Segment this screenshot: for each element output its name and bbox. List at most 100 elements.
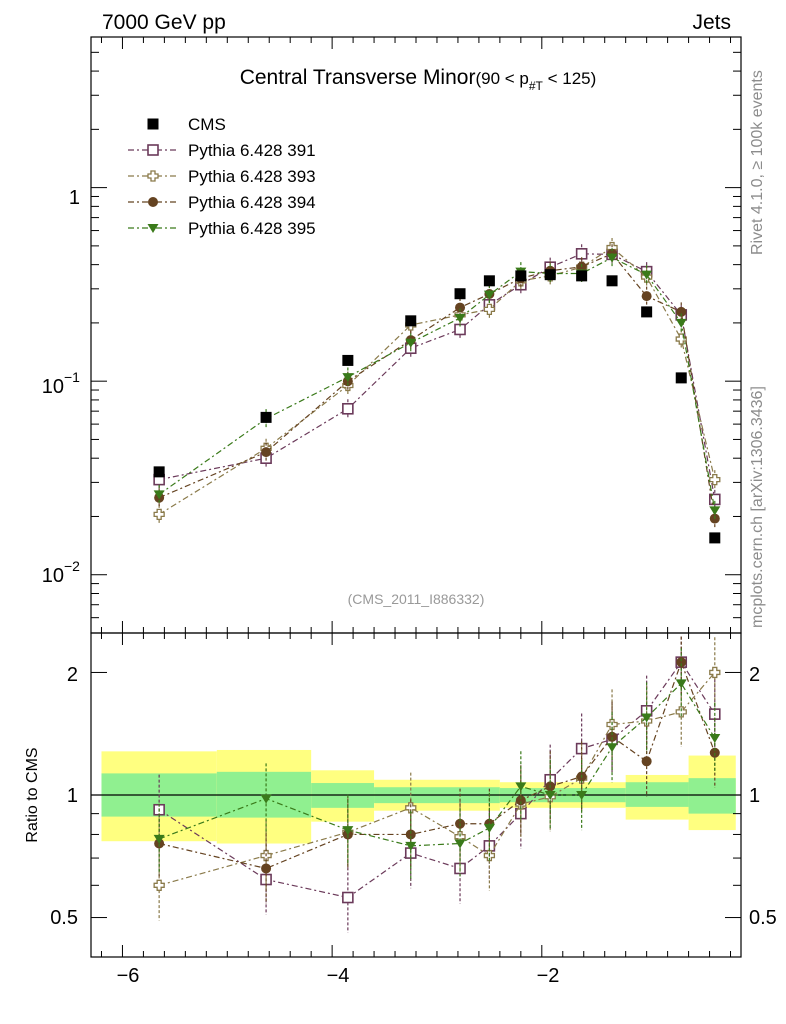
ratio-point (483, 823, 495, 833)
plot-title: Central Transverse Minor(90 < p#T < 125) (240, 66, 597, 93)
cms-data-point (153, 466, 165, 478)
title-main: Central Transverse Minor (240, 66, 476, 89)
main-point (676, 306, 687, 317)
ratio-point (153, 834, 165, 844)
category-label: Jets (692, 11, 731, 34)
main-point (709, 506, 721, 516)
legend-marker (147, 144, 159, 156)
ratio-ytick-left-1: 1 (67, 785, 78, 807)
main-point (708, 493, 721, 506)
legend-label: Pythia 6.428 391 (188, 141, 316, 160)
ratio-point (675, 706, 687, 718)
main-point (709, 473, 721, 486)
ratio-ylabel: Ratio to CMS (24, 747, 41, 842)
main-ytick-0.1: 10 (42, 376, 64, 398)
main-ytick-0.01-exp: −2 (64, 558, 80, 574)
uncertainty-bands (101, 749, 736, 844)
ratio-point (405, 802, 417, 814)
ratio-point (153, 879, 165, 891)
ratio-ytick-left-2: 2 (67, 664, 78, 686)
legend-marker (147, 170, 159, 182)
main-series-layer (153, 238, 721, 544)
ratio-point (676, 657, 687, 668)
ratio-ytick-left-0.5: 0.5 (50, 907, 78, 929)
analysis-watermark: (CMS_2011_I886332) (348, 591, 485, 607)
ratio-point (641, 756, 652, 767)
cms-data-point (606, 275, 618, 287)
band-1sigma (688, 778, 736, 814)
main-ytick-0.01-base: 10 (42, 565, 64, 587)
cms-data-point (709, 532, 721, 544)
legend-cms-marker (147, 118, 159, 130)
ratio-point (576, 791, 588, 800)
cms-data-point (641, 306, 653, 318)
main-point (405, 338, 417, 348)
beam-label: 7000 GeV pp (102, 11, 226, 34)
ratio-point (709, 734, 721, 744)
cms-data-point (405, 315, 417, 327)
legend-marker (148, 197, 158, 207)
cms-data-point (576, 270, 588, 282)
main-ytick-0.01: 10 (42, 565, 64, 587)
main-series-line (158, 253, 716, 519)
ratio-point (709, 666, 721, 679)
main-point (342, 402, 354, 415)
legend-label: Pythia 6.428 393 (188, 167, 316, 186)
legend-label: Pythia 6.428 395 (188, 219, 316, 238)
cms-data-point (483, 275, 495, 287)
main-point (606, 253, 618, 263)
rivet-version-label: Rivet 4.1.0, ≥ 100k events (749, 70, 766, 255)
ratio-ytick-right-1: 1 (749, 785, 760, 807)
main-point (483, 290, 495, 300)
main-ytick-1: 1 (69, 187, 80, 209)
ratio-ytick-right-2: 2 (749, 664, 760, 686)
ratio-point (405, 841, 417, 851)
xtick-minus6: −6 (117, 965, 140, 987)
ratio-point (454, 839, 466, 849)
cms-data-point (342, 354, 354, 366)
ratio-series-layer (153, 636, 721, 933)
legend-label: CMS (188, 115, 226, 134)
ratio-point (342, 826, 354, 836)
legend-marker (147, 224, 159, 233)
xtick-minus4: −4 (327, 965, 350, 987)
ratio-point (261, 863, 272, 874)
cms-data-point (260, 411, 272, 423)
main-series-line (158, 246, 716, 515)
mcplots-source-label: mcplots.cern.ch [arXiv:1306.3436] (749, 386, 766, 628)
ratio-point (342, 891, 354, 904)
axis-ticks (91, 36, 741, 957)
ratio-panel-frame (90, 632, 742, 958)
main-ytick-0.1-exp: −1 (64, 369, 80, 385)
main-point (675, 318, 687, 328)
main-point (483, 303, 496, 316)
title-range-suffix: < 125) (543, 69, 596, 88)
ratio-point (405, 829, 416, 840)
ratio-point (641, 713, 653, 723)
ratio-ytick-right-0.5: 0.5 (749, 907, 777, 929)
main-point (153, 490, 165, 500)
legend: CMS Pythia 6.428 391 Pythia 6.428 393 Pythi… (128, 115, 316, 238)
main-point (261, 447, 272, 458)
main-point (455, 302, 466, 313)
ratio-point (675, 679, 687, 689)
main-point (454, 314, 466, 324)
ratio-point (606, 743, 618, 753)
title-range-prefix: (90 < p (475, 69, 528, 88)
cms-data-point (544, 269, 556, 281)
ratio-point (544, 791, 556, 800)
ratio-point (515, 795, 526, 806)
main-ytick-0.1-base: 10 (42, 376, 64, 398)
main-point (641, 270, 653, 280)
ratio-point (515, 782, 527, 792)
cms-data-point (515, 270, 527, 282)
ratio-point (260, 794, 272, 804)
cms-data-point (454, 288, 466, 300)
main-point (641, 291, 652, 302)
main-point (153, 508, 165, 521)
xtick-minus2: −2 (537, 965, 560, 987)
cms-data-point (675, 372, 687, 384)
legend-label: Pythia 6.428 394 (188, 193, 316, 212)
ratio-point (709, 747, 720, 758)
